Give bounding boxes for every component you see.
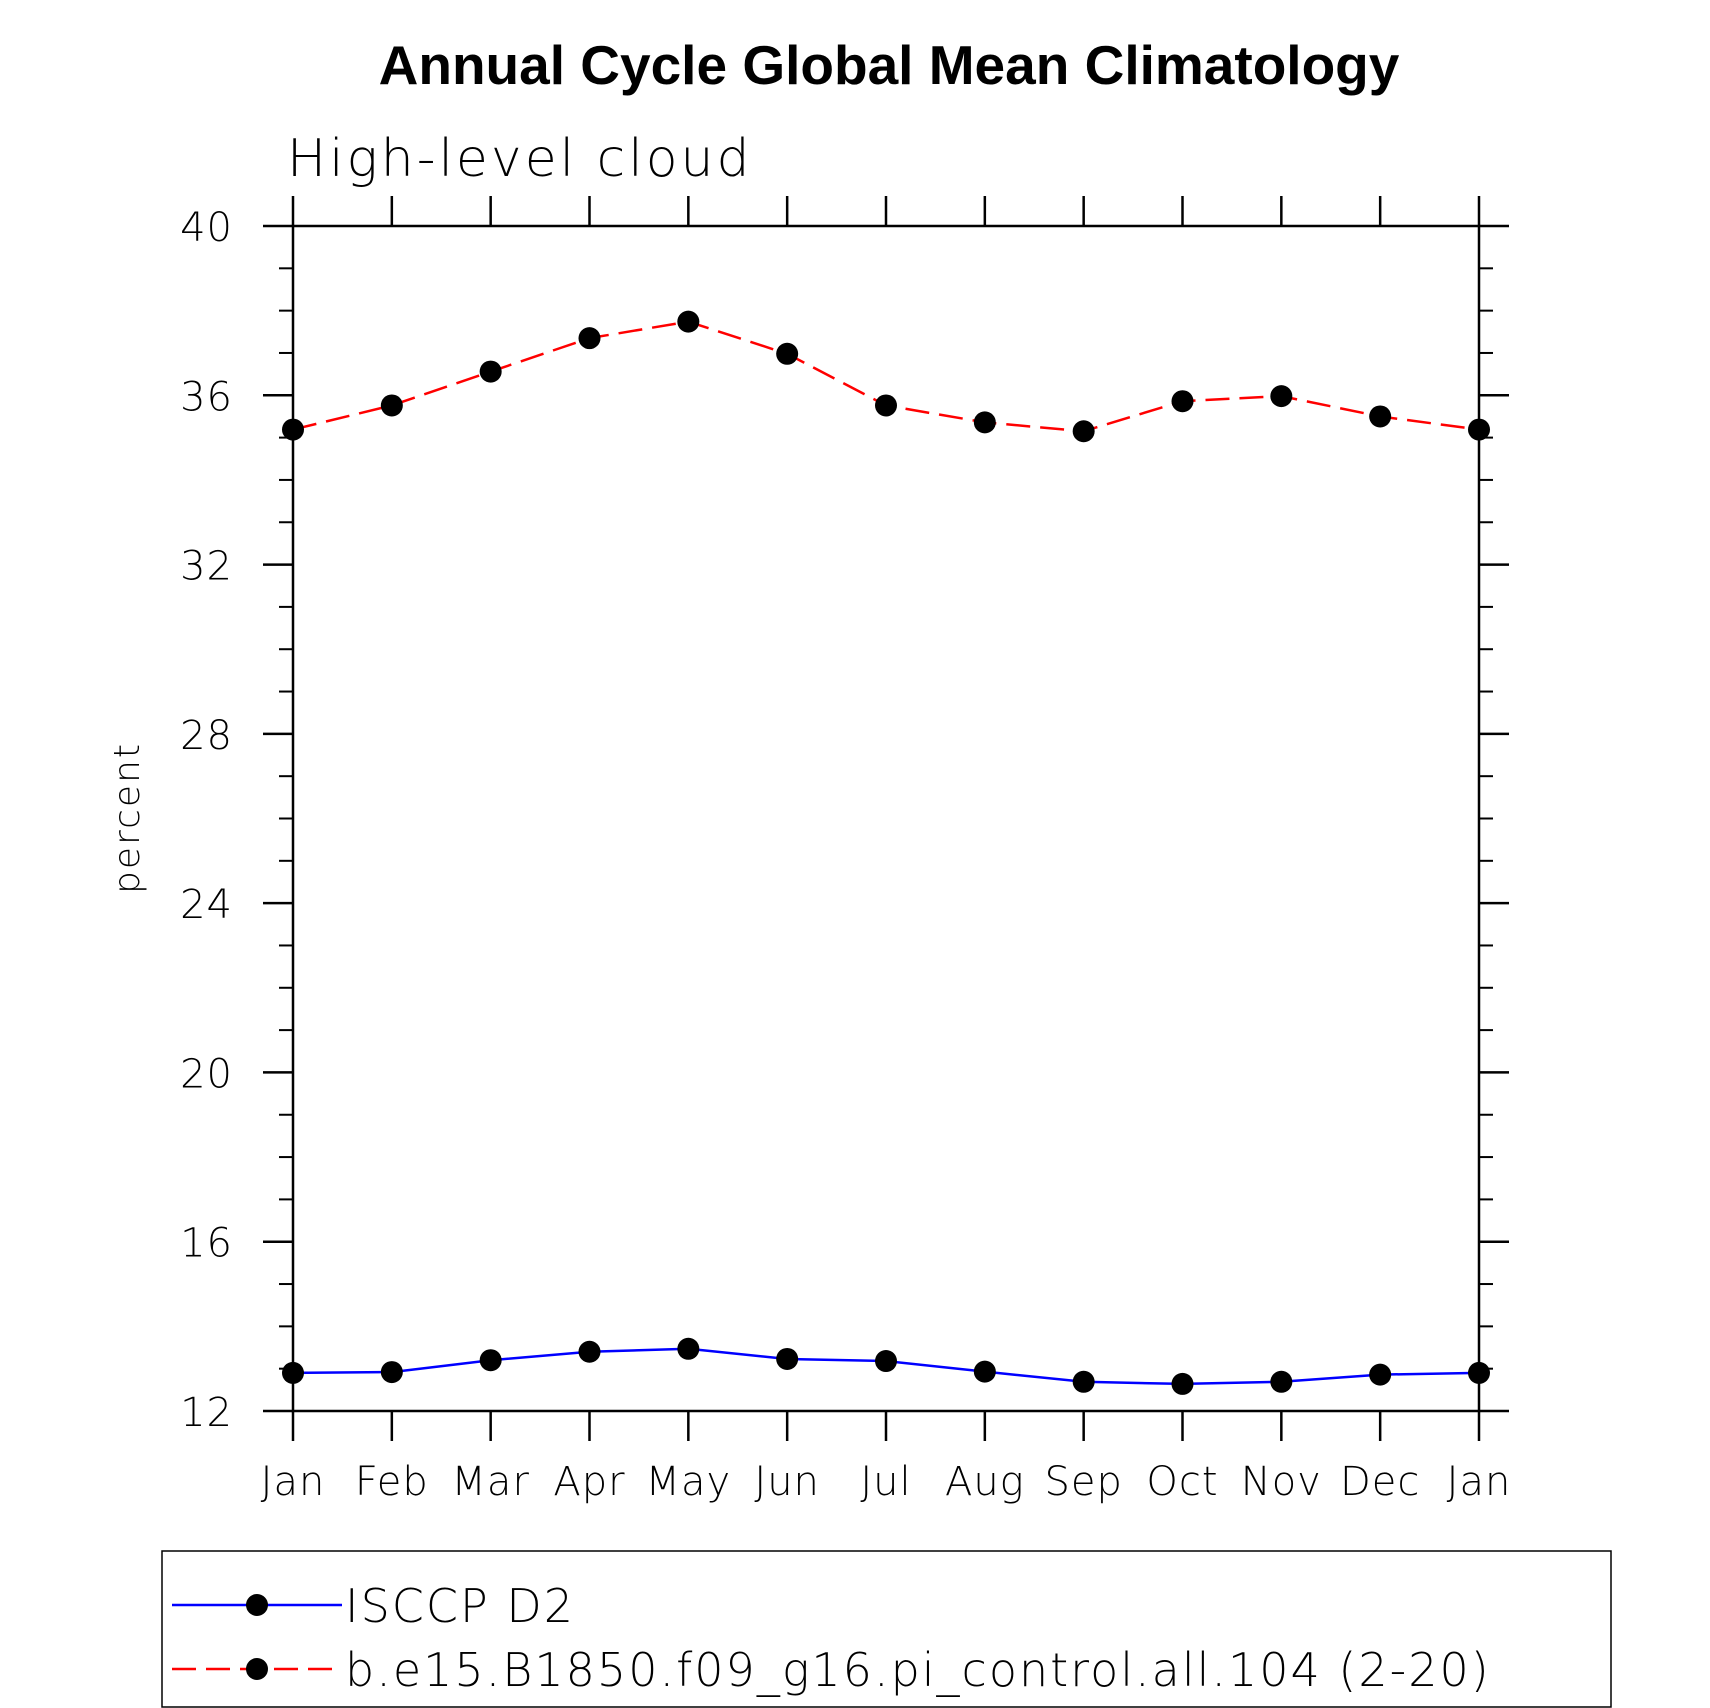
legend-box xyxy=(161,1550,1612,1708)
x-tick-label: Jan xyxy=(1447,1459,1512,1505)
x-tick-label: Oct xyxy=(1146,1459,1218,1505)
data-point xyxy=(677,310,700,333)
data-point xyxy=(1468,418,1490,441)
axes: 12 16 20 24 28 32 36 40 Jan Feb Mar Apr May Jun Jul Aug… xyxy=(180,196,1512,1505)
data-point xyxy=(1270,385,1293,408)
x-tick-label: Apr xyxy=(553,1459,625,1505)
data-point xyxy=(380,1361,403,1384)
y-tick-label: 28 xyxy=(180,713,233,759)
x-tick-label: Jun xyxy=(754,1459,820,1505)
data-point xyxy=(479,360,502,383)
legend-marker xyxy=(246,1658,268,1680)
legend-label: b.e15.B1850.f09_g16.pi_control.all.104 (… xyxy=(345,1643,1491,1697)
data-point xyxy=(1468,1361,1490,1384)
data-point xyxy=(282,418,304,441)
data-point xyxy=(677,1337,700,1360)
chart-subtitle: High-level cloud xyxy=(287,129,752,189)
data-point xyxy=(578,327,601,350)
data-point xyxy=(973,411,996,434)
y-tick-label: 12 xyxy=(180,1390,233,1436)
data-point xyxy=(1072,1370,1095,1393)
data-point xyxy=(479,1349,502,1372)
data-point xyxy=(380,394,403,417)
data-point xyxy=(1072,420,1095,443)
x-tick-label: Mar xyxy=(451,1459,529,1505)
x-tick-label: Feb xyxy=(355,1459,429,1505)
data-point xyxy=(1171,1372,1194,1395)
legend: ISCCP D2 b.e15.B1850.f09_g16.pi_control.a… xyxy=(161,1550,1612,1708)
y-tick-label: 20 xyxy=(180,1051,233,1097)
y-tick-label: 36 xyxy=(180,374,233,420)
x-tick-label: Jul xyxy=(860,1459,911,1505)
x-tick-label: Jan xyxy=(261,1459,326,1505)
x-tick-label: Sep xyxy=(1044,1459,1122,1505)
data-point xyxy=(776,342,799,365)
data-point xyxy=(1171,390,1194,413)
x-tick-label: Nov xyxy=(1241,1459,1322,1505)
y-tick-label: 32 xyxy=(180,544,233,590)
x-tick-label: Aug xyxy=(945,1459,1025,1505)
data-point xyxy=(282,1361,304,1384)
data-point xyxy=(1270,1370,1293,1393)
x-tick-label: Dec xyxy=(1340,1459,1420,1505)
legend-marker xyxy=(246,1594,268,1616)
data-point xyxy=(875,1350,897,1373)
data-point xyxy=(578,1340,601,1363)
chart-title: Annual Cycle Global Mean Climatology xyxy=(379,34,1400,96)
y-tick-label: 16 xyxy=(180,1221,233,1267)
y-tick-label: 40 xyxy=(180,205,233,251)
y-tick-label: 24 xyxy=(180,882,233,928)
data-point xyxy=(1369,405,1392,428)
legend-label: ISCCP D2 xyxy=(345,1579,575,1633)
x-tick-label: May xyxy=(645,1459,731,1505)
data-point xyxy=(875,394,897,417)
y-axis-label: percent xyxy=(107,742,148,894)
series-layer xyxy=(282,310,1490,1395)
data-point xyxy=(776,1347,799,1370)
data-point xyxy=(973,1360,996,1383)
data-point xyxy=(1369,1363,1392,1386)
